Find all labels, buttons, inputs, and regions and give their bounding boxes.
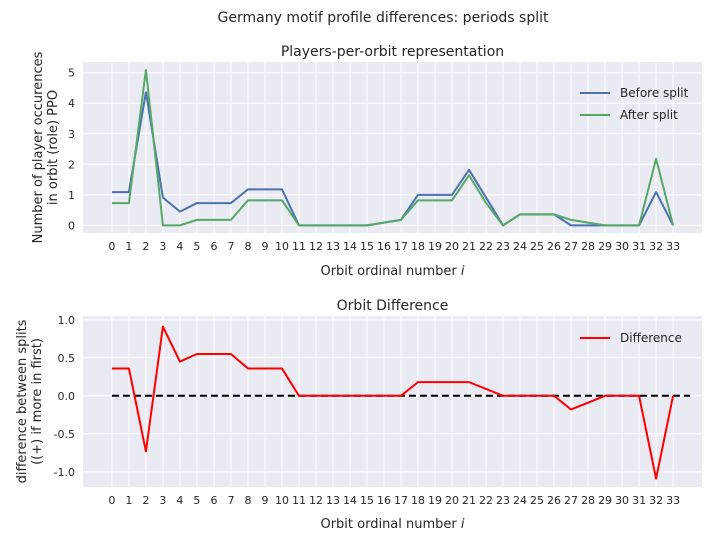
x-tick-label: 11 bbox=[292, 494, 306, 507]
x-tick-label: 20 bbox=[445, 240, 459, 253]
x-tick-label: 1 bbox=[125, 240, 132, 253]
x-tick-label: 21 bbox=[462, 240, 476, 253]
figure-suptitle: Germany motif profile differences: perio… bbox=[218, 10, 549, 26]
legend-label: Before split bbox=[620, 86, 689, 100]
x-tick-label: 15 bbox=[360, 494, 374, 507]
x-tick-label: 18 bbox=[411, 240, 425, 253]
x-tick-label: 5 bbox=[193, 240, 200, 253]
x-tick-label: 29 bbox=[598, 240, 612, 253]
x-tick-label: 27 bbox=[564, 494, 578, 507]
x-tick-label: 17 bbox=[394, 494, 408, 507]
x-tick-label: 14 bbox=[343, 494, 357, 507]
x-tick-label: 30 bbox=[615, 494, 629, 507]
x-tick-label: 31 bbox=[632, 494, 646, 507]
y-tick-label: 0.5 bbox=[58, 352, 76, 365]
x-tick-label: 32 bbox=[649, 240, 663, 253]
x-tick-label: 33 bbox=[666, 494, 680, 507]
x-tick-label: 28 bbox=[581, 494, 595, 507]
x-tick-label: 2 bbox=[142, 494, 149, 507]
x-tick-label: 3 bbox=[159, 494, 166, 507]
x-tick-label: 30 bbox=[615, 240, 629, 253]
x-tick-label: 23 bbox=[496, 240, 510, 253]
x-tick-label: 24 bbox=[513, 494, 527, 507]
x-tick-label: 18 bbox=[411, 494, 425, 507]
y-tick-label: 1 bbox=[68, 189, 75, 202]
x-tick-label: 1 bbox=[125, 494, 132, 507]
x-tick-label: 4 bbox=[176, 494, 183, 507]
legend-label: After split bbox=[620, 108, 678, 122]
x-tick-label: 28 bbox=[581, 240, 595, 253]
x-tick-label: 4 bbox=[176, 240, 183, 253]
y-tick-label: 1.0 bbox=[58, 314, 76, 327]
x-tick-label: 25 bbox=[530, 240, 544, 253]
x-tick-label: 27 bbox=[564, 240, 578, 253]
x-tick-label: 23 bbox=[496, 494, 510, 507]
x-tick-label: 7 bbox=[227, 240, 234, 253]
x-tick-label: 3 bbox=[159, 240, 166, 253]
x-tick-label: 12 bbox=[309, 494, 323, 507]
x-tick-label: 8 bbox=[244, 240, 251, 253]
y-tick-label: 0.0 bbox=[58, 390, 76, 403]
series-line-after-split bbox=[111, 68, 675, 227]
y-tick-label: 4 bbox=[68, 97, 75, 110]
x-tick-label: 26 bbox=[547, 240, 561, 253]
x-tick-label: 33 bbox=[666, 240, 680, 253]
x-axis-label: Orbit ordinal number i bbox=[320, 264, 464, 279]
x-tick-label: 6 bbox=[210, 240, 217, 253]
difference-chart: 0 1 2 3 4 5 6 7 8 9 10 11 12 13 14 15 16 17 18 19 20 21 22 23 24… bbox=[15, 298, 702, 532]
x-tick-label: 13 bbox=[326, 494, 340, 507]
ppo-chart: 0 1 2 3 4 5 6 7 8 9 10 11 12 13 14 15 16 17 18 19 20 21 22 23 24… bbox=[31, 44, 702, 279]
x-tick-label: 7 bbox=[227, 494, 234, 507]
x-tick-label: 12 bbox=[309, 240, 323, 253]
series-line-difference bbox=[111, 325, 675, 480]
y-tick-label: 5 bbox=[68, 67, 75, 80]
x-tick-label: 2 bbox=[142, 240, 149, 253]
plot-area bbox=[83, 62, 702, 233]
x-tick-label: 6 bbox=[210, 494, 217, 507]
x-tick-label: 8 bbox=[244, 494, 251, 507]
y-tick-label: -0.5 bbox=[54, 428, 75, 441]
x-axis-label: Orbit ordinal number i bbox=[320, 517, 464, 532]
y-tick-label: 3 bbox=[68, 128, 75, 141]
x-tick-label: 9 bbox=[261, 494, 268, 507]
y-tick-label: -1.0 bbox=[54, 466, 75, 479]
x-tick-label: 20 bbox=[445, 494, 459, 507]
x-tick-label: 32 bbox=[649, 494, 663, 507]
x-tick-label: 10 bbox=[275, 240, 289, 253]
x-tick-label: 29 bbox=[598, 494, 612, 507]
chart-title: Players-per-orbit representation bbox=[281, 44, 504, 60]
x-tick-label: 24 bbox=[513, 240, 527, 253]
x-tick-label: 16 bbox=[377, 494, 391, 507]
x-tick-label: 15 bbox=[360, 240, 374, 253]
x-tick-label: 17 bbox=[394, 240, 408, 253]
x-tick-label: 16 bbox=[377, 240, 391, 253]
x-tick-label: 31 bbox=[632, 240, 646, 253]
legend-label: Difference bbox=[620, 331, 682, 345]
y-tick-label: 2 bbox=[68, 158, 75, 171]
x-tick-label: 14 bbox=[343, 240, 357, 253]
x-tick-label: 25 bbox=[530, 494, 544, 507]
x-tick-label: 19 bbox=[428, 240, 442, 253]
x-tick-label: 26 bbox=[547, 494, 561, 507]
x-tick-label: 0 bbox=[108, 240, 115, 253]
y-axis-label: Number of player occurencesin orbit (rol… bbox=[31, 51, 61, 243]
x-tick-label: 10 bbox=[275, 494, 289, 507]
y-axis-label: difference between splits((+) if more in… bbox=[15, 319, 45, 483]
x-tick-label: 5 bbox=[193, 494, 200, 507]
x-tick-label: 13 bbox=[326, 240, 340, 253]
x-tick-label: 21 bbox=[462, 494, 476, 507]
plot-area bbox=[83, 316, 702, 487]
chart-title: Orbit Difference bbox=[337, 298, 449, 314]
x-tick-label: 11 bbox=[292, 240, 306, 253]
x-tick-label: 9 bbox=[261, 240, 268, 253]
y-tick-label: 0 bbox=[68, 219, 75, 232]
x-tick-label: 19 bbox=[428, 494, 442, 507]
x-tick-label: 22 bbox=[479, 240, 493, 253]
x-tick-label: 22 bbox=[479, 494, 493, 507]
x-tick-label: 0 bbox=[108, 494, 115, 507]
